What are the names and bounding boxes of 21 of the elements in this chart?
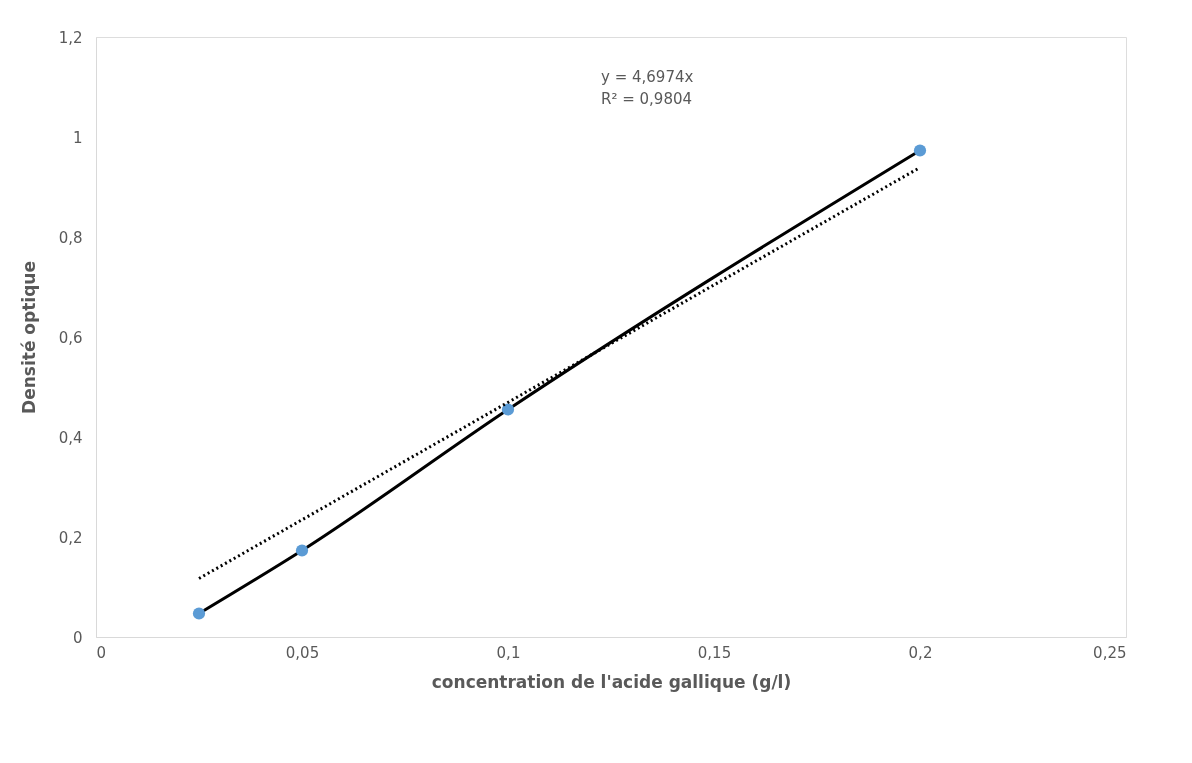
x-axis-title: concentration de l'acide gallique (g/l) <box>431 671 792 692</box>
y-tick-label: 1,2 <box>58 28 83 47</box>
y-tick-label: 0,2 <box>58 528 83 547</box>
y-tick-label: 0,4 <box>58 428 83 447</box>
point <box>501 403 515 416</box>
annotation: R² = 0,9804 <box>601 90 693 108</box>
point <box>192 607 206 620</box>
annotation: y = 4,6974x <box>601 68 694 86</box>
y-tick-label: 0 <box>72 628 83 647</box>
y-tick-label: 1 <box>72 128 83 147</box>
x-tick-label: 0 <box>96 643 107 662</box>
x-tick-label: 0,15 <box>697 643 732 662</box>
x-tick-label: 0,2 <box>908 643 933 662</box>
y-tick-label: 0,8 <box>58 228 83 247</box>
point <box>913 144 927 157</box>
x-tick-label: 0,05 <box>285 643 320 662</box>
y-axis-title: Densité optique <box>18 261 39 414</box>
x-tick-label: 0,1 <box>496 643 521 662</box>
y-tick-label: 0,6 <box>58 328 83 347</box>
x-tick-label: 0,25 <box>1093 643 1127 662</box>
point <box>295 544 309 557</box>
